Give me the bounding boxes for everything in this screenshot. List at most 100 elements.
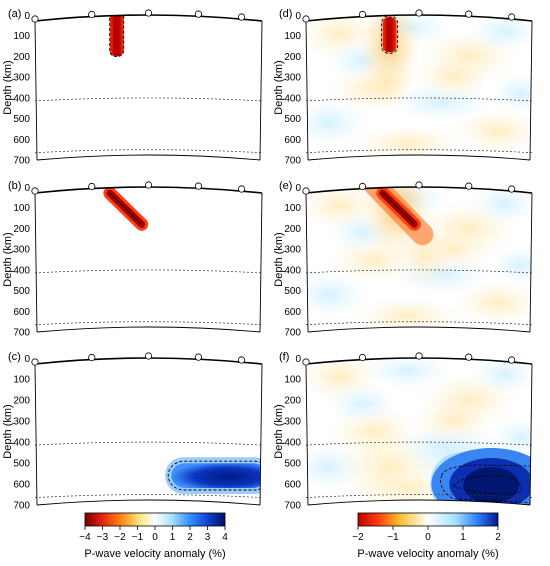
station-marker [358, 10, 367, 19]
depth-tick-label: 500 [13, 286, 30, 297]
depth-tick-label: 400 [13, 438, 30, 449]
side-boundaries [305, 192, 533, 333]
station-marker [302, 15, 310, 23]
depth-tick-label: 700 [284, 328, 301, 339]
colorbar-tick-label: 0 [425, 532, 431, 543]
station-marker [88, 182, 96, 191]
colorbar-tick-label: −2 [352, 532, 364, 543]
vertical-slab-anomaly [109, 15, 124, 57]
bottom-boundary [36, 499, 261, 506]
side-boundaries [305, 20, 533, 161]
colorbar-tick-label: −1 [132, 532, 144, 543]
station-marker [194, 10, 203, 18]
depth-tick-label: 700 [284, 501, 301, 512]
station-marker [144, 9, 153, 17]
discontinuity-410 [34, 97, 263, 102]
panel-d: 0 100 200 300 400 500 600 700 Depth (km) (d) [273, 8, 533, 167]
station-marker [237, 356, 246, 364]
colorbar-tick-label: 2 [187, 532, 193, 543]
station-marker [465, 182, 473, 190]
station-marker [237, 185, 246, 193]
depth-tick-label: 700 [13, 156, 30, 167]
station-marker [88, 353, 96, 362]
depth-axis-title: Depth (km) [273, 404, 285, 458]
depth-axis-title: Depth (km) [2, 404, 14, 458]
colorbar-tick-label: −4 [79, 532, 91, 543]
tomography-image [306, 15, 532, 160]
depth-tick-label: 0 [295, 354, 301, 365]
depth-tick-label: 700 [13, 328, 30, 339]
depth-tick-label: 600 [13, 135, 30, 146]
depth-tick-label: 200 [13, 52, 30, 63]
discontinuity-660 [34, 321, 263, 326]
depth-tick-label: 100 [13, 375, 30, 386]
bottom-boundary [307, 499, 531, 506]
discontinuity-410 [305, 441, 533, 446]
depth-tick-label: 700 [13, 501, 30, 512]
station-marker [144, 181, 153, 189]
station-marker [358, 182, 367, 191]
depth-tick-label: 600 [13, 480, 30, 491]
depth-tick-label: 100 [284, 203, 301, 214]
side-boundaries [34, 192, 263, 333]
depth-tick-label: 500 [284, 286, 301, 297]
station-marker [31, 15, 39, 23]
colorbar-tick-label: −3 [97, 532, 109, 543]
recovered-vertical-slab [382, 17, 397, 53]
station-marker [144, 352, 153, 360]
depth-axis-title: Depth (km) [2, 60, 14, 114]
station-marker [508, 356, 516, 364]
station-marker [358, 353, 367, 362]
depth-tick-label: 0 [24, 354, 30, 365]
side-boundaries [34, 363, 263, 506]
panel-e: 0 100 200 300 400 500 600 700 Depth (km) (e) [273, 180, 533, 339]
depth-tick-label: 500 [13, 114, 30, 125]
panel-label: (b) [8, 180, 21, 192]
colorbar-left-scale [84, 512, 226, 527]
colorbar-tick-label: 1 [170, 532, 176, 543]
depth-tick-label: 200 [284, 396, 301, 407]
depth-tick-label: 600 [284, 307, 301, 318]
station-marker [465, 10, 473, 18]
depth-tick-label: 0 [24, 11, 30, 22]
colorbar-left-label: P-wave velocity anomaly (%) [84, 548, 225, 560]
bottom-boundary [307, 326, 531, 333]
panel-label: (a) [8, 8, 21, 20]
station-marker [302, 187, 310, 195]
depth-tick-label: 100 [284, 31, 301, 42]
tomography-image [35, 15, 262, 160]
colorbar-right-scale [357, 512, 499, 527]
fast-anomaly-body [171, 463, 262, 489]
tomography-image [306, 358, 532, 505]
station-marker [465, 353, 473, 361]
discontinuity-660 [34, 494, 263, 498]
depth-tick-label: 400 [284, 265, 301, 276]
depth-tick-label: 600 [284, 480, 301, 491]
depth-axis-title: Depth (km) [273, 232, 285, 286]
depth-tick-label: 300 [284, 73, 301, 84]
depth-axis-title: Depth (km) [2, 232, 14, 286]
panel-c: 0 100 200 300 400 500 600 700 Depth (km) (c) [2, 351, 263, 512]
tomography-image [35, 358, 262, 505]
discontinuity-410 [305, 269, 533, 274]
colorbar-tick-label: 4 [222, 532, 228, 543]
depth-tick-label: 100 [284, 375, 301, 386]
station-marker [415, 352, 423, 360]
depth-tick-label: 400 [284, 438, 301, 449]
station-marker [508, 185, 516, 193]
tomography-image [35, 187, 262, 332]
depth-axis-title: Depth (km) [273, 60, 285, 114]
colorbar-tick-label: −1 [387, 532, 399, 543]
depth-tick-label: 200 [13, 396, 30, 407]
panel-a: 0 100 200 300 400 500 600 700 Depth (km) (a) [2, 8, 263, 167]
panel-f: 0 100 200 300 400 500 600 700 Depth (km) (f) [273, 351, 533, 512]
depth-tick-label: 300 [13, 417, 30, 428]
bottom-boundary [36, 154, 261, 161]
depth-tick-label: 500 [284, 459, 301, 470]
station-marker [31, 358, 39, 366]
colorbar-left: −4 −3 −2 −1 0 1 2 3 4 P-wave velocity anomaly (%… [79, 512, 228, 560]
discontinuity-410 [34, 441, 263, 446]
station-marker [194, 353, 203, 361]
colorbar-tick-label: 2 [495, 532, 501, 543]
